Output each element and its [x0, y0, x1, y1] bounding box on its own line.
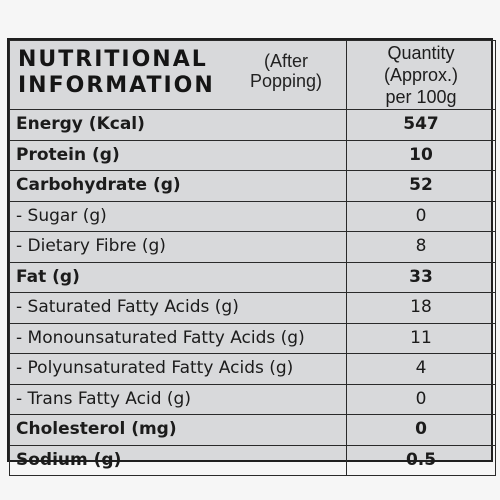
table-row: - Polyunsaturated Fatty Acids (g) 4 — [9, 353, 496, 385]
nutrient-value: 547 — [346, 109, 496, 141]
nutrient-name: Fat (g) — [9, 261, 347, 293]
table-row: - Sugar (g) 0 — [9, 200, 496, 232]
nutrient-value: 0.5 — [346, 444, 496, 476]
nutrient-name: Cholesterol (mg) — [9, 414, 347, 446]
nutrient-value: 10 — [346, 139, 496, 171]
column-header-line-2: per 100g — [385, 87, 457, 107]
table-row: - Monounsaturated Fatty Acids (g) 11 — [9, 322, 496, 354]
nutrient-name: - Trans Fatty Acid (g) — [9, 383, 347, 415]
table-row: Cholesterol (mg) 0 — [9, 414, 496, 446]
nutrient-name: - Monounsaturated Fatty Acids (g) — [9, 322, 347, 354]
quantity-column-header: Quantity (Approx.) per 100g — [346, 40, 496, 110]
table-row: Fat (g) 33 — [9, 261, 496, 293]
nutrition-label: NUTRITIONAL INFORMATION (After Popping) … — [7, 38, 496, 476]
table-header-row: NUTRITIONAL INFORMATION (After Popping) … — [9, 40, 496, 110]
nutrient-name: - Dietary Fibre (g) — [9, 231, 347, 263]
table-row: - Trans Fatty Acid (g) 0 — [9, 383, 496, 415]
nutrient-value: 0 — [346, 414, 496, 446]
nutrition-table: NUTRITIONAL INFORMATION (After Popping) … — [9, 40, 496, 476]
table-row: Sodium (g) 0.5 — [9, 444, 496, 476]
nutrient-name: Sodium (g) — [9, 444, 347, 476]
column-header-line-1: Quantity (Approx.) — [383, 43, 459, 85]
table-row: Energy (Kcal) 547 — [9, 109, 496, 141]
nutrient-value: 52 — [346, 170, 496, 202]
nutrient-value: 4 — [346, 353, 496, 385]
table-row: Carbohydrate (g) 52 — [9, 170, 496, 202]
nutrient-name: Carbohydrate (g) — [9, 170, 347, 202]
nutrient-name: - Sugar (g) — [9, 200, 347, 232]
nutrient-value: 0 — [346, 200, 496, 232]
nutrient-name: - Polyunsaturated Fatty Acids (g) — [9, 353, 347, 385]
nutrient-value: 33 — [346, 261, 496, 293]
note-line-2: Popping) — [250, 71, 323, 91]
title-line-1: NUTRITIONAL — [18, 47, 208, 72]
nutrient-value: 11 — [346, 322, 496, 354]
nutrient-name: Protein (g) — [9, 139, 347, 171]
nutrient-name: - Saturated Fatty Acids (g) — [9, 292, 347, 324]
note-line-1: (After — [264, 51, 309, 71]
nutrient-value: 18 — [346, 292, 496, 324]
header-title-cell: NUTRITIONAL INFORMATION (After Popping) — [9, 40, 347, 110]
nutrient-value: 8 — [346, 231, 496, 263]
table-title: NUTRITIONAL INFORMATION — [18, 47, 215, 99]
nutrient-name: Energy (Kcal) — [9, 109, 347, 141]
title-note: (After Popping) — [250, 51, 322, 91]
table-row: - Dietary Fibre (g) 8 — [9, 231, 496, 263]
title-line-2: INFORMATION — [18, 73, 215, 98]
nutrient-value: 0 — [346, 383, 496, 415]
table-row: - Saturated Fatty Acids (g) 18 — [9, 292, 496, 324]
table-row: Protein (g) 10 — [9, 139, 496, 171]
